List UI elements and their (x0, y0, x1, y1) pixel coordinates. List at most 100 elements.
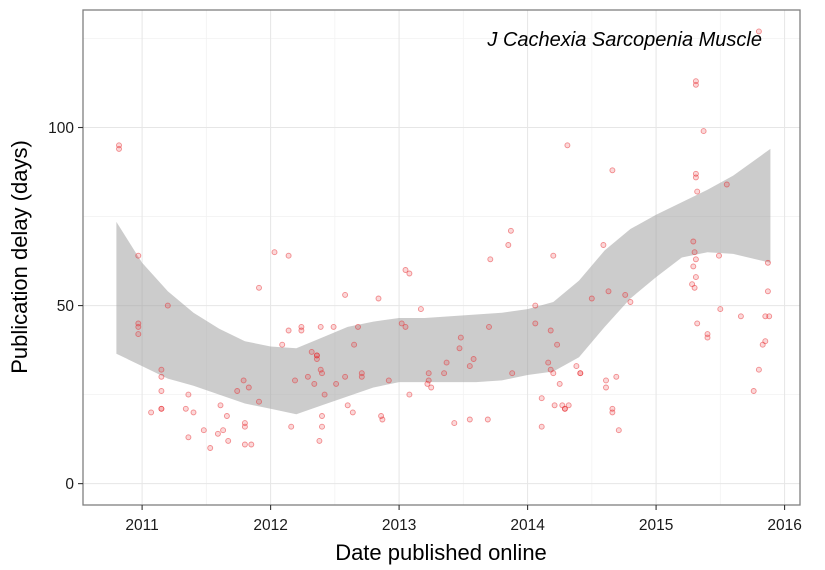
scatter-point (164, 302, 171, 309)
scatter-point (158, 366, 165, 373)
scatter-point (311, 380, 318, 387)
scatter-point (351, 341, 358, 348)
scatter-point (313, 352, 320, 359)
scatter-point (556, 380, 563, 387)
scatter-point (225, 437, 232, 444)
scatter-point (764, 288, 771, 295)
scatter-point (135, 323, 142, 330)
scatter-point (402, 267, 409, 273)
scatter-point (285, 327, 292, 334)
scatter-point (538, 395, 545, 402)
scatter-point (622, 291, 629, 298)
scatter-points (116, 28, 773, 451)
y-tick-label: 50 (57, 298, 75, 315)
scatter-point (402, 323, 409, 330)
scatter-point (755, 28, 762, 35)
scatter-point (428, 384, 435, 391)
scatter-point (486, 323, 492, 330)
scatter-point (349, 409, 356, 416)
scatter-point (217, 402, 224, 409)
x-tick-label: 2014 (510, 517, 545, 534)
scatter-point (425, 377, 432, 384)
scatter-point (692, 174, 699, 181)
scatter-point (755, 366, 762, 373)
scatter-point (694, 320, 701, 327)
scatter-point (358, 370, 365, 377)
scatter-point (298, 327, 305, 334)
scatter-point (220, 427, 227, 434)
x-axis: 2011 2012 2013 2014 2015 2016 (125, 505, 802, 534)
scatter-point (207, 445, 214, 451)
x-tick-label: 2016 (767, 517, 801, 534)
scatter-point (609, 409, 616, 416)
scatter-point (554, 341, 561, 348)
scatter-point (190, 409, 197, 416)
scatter-point (240, 377, 247, 384)
scatter-point (550, 252, 557, 259)
y-axis: 0 50 100 (48, 120, 83, 493)
scatter-point (304, 373, 311, 380)
scatter-point (321, 391, 328, 398)
scatter-point (700, 128, 707, 135)
scatter-point (279, 341, 286, 348)
scatter-point (547, 327, 554, 334)
plot-border (82, 9, 801, 506)
scatter-point (398, 320, 405, 327)
scatter-point (509, 370, 516, 377)
scatter-point (333, 380, 340, 387)
y-tick-label: 100 (48, 120, 74, 137)
scatter-point (690, 263, 697, 270)
journal-annotation: J Cachexia Sarcopenia Muscle (486, 29, 762, 51)
scatter-point (457, 334, 464, 341)
plot-panel (83, 10, 800, 505)
scatter-point (603, 377, 609, 384)
scatter-point (241, 441, 248, 448)
scatter-point (605, 288, 612, 295)
scatter-point (355, 323, 361, 330)
x-tick-label: 2013 (382, 517, 416, 534)
scatter-point (561, 405, 568, 412)
scatter-point (603, 384, 609, 391)
scatter-point (737, 313, 744, 320)
y-tick-label: 0 (65, 476, 74, 493)
scatter-point (766, 313, 773, 320)
scatter-point (148, 409, 155, 416)
scatter-point (135, 331, 142, 338)
scatter-point (214, 430, 221, 437)
scatter-point (185, 434, 192, 441)
scatter-point (565, 402, 572, 409)
scatter-point (456, 345, 463, 352)
scatter-point (551, 402, 558, 409)
scatter-point (441, 370, 448, 377)
scatter-point (375, 295, 382, 302)
scatter-point (690, 238, 697, 245)
scatter-point (330, 323, 337, 330)
scatter-point (613, 373, 620, 380)
scatter-point (564, 142, 571, 149)
scatter-point (241, 423, 248, 430)
scatter-point (691, 284, 698, 291)
scatter-point (308, 348, 315, 355)
scatter-point (600, 242, 607, 248)
scatter-point (451, 420, 458, 427)
scatter-point (185, 391, 192, 398)
scatter-point (550, 370, 557, 377)
scatter-point (319, 413, 325, 419)
scatter-point (319, 370, 325, 377)
y-axis-title: Publication delay (days) (7, 140, 32, 374)
scatter-point (271, 249, 278, 256)
scatter-point (385, 377, 392, 384)
scatter-point (417, 306, 424, 313)
confidence-band-area (116, 148, 771, 415)
scatter-point (379, 416, 386, 423)
x-tick-label: 2011 (125, 517, 158, 534)
scatter-point (691, 249, 698, 256)
scatter-point (577, 370, 584, 377)
scatter-point (764, 259, 771, 266)
scatter-point (182, 405, 189, 412)
scatter-point (750, 388, 757, 394)
scatter-point (425, 370, 432, 377)
scatter-point (609, 167, 616, 174)
scatter-point (716, 252, 722, 259)
